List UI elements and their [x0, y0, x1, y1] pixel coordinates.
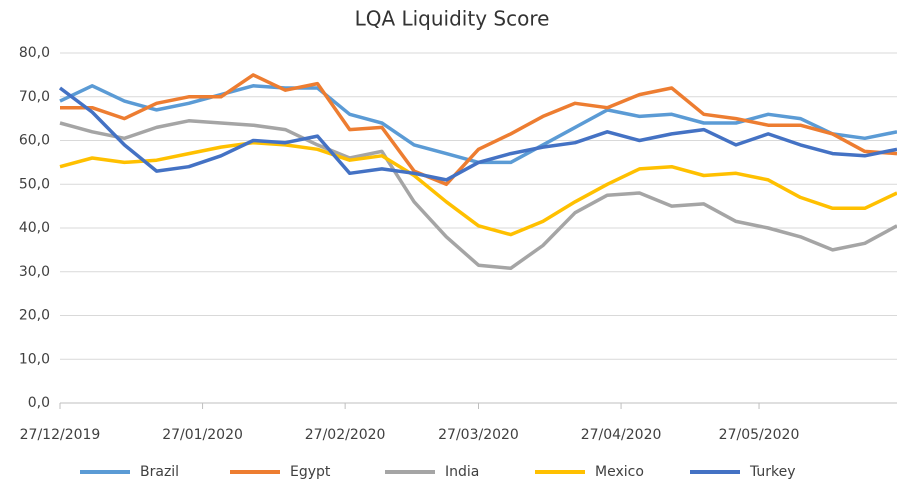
- legend-label: Mexico: [595, 464, 644, 480]
- series-line: [58, 86, 897, 182]
- y-tick-label: 30,0: [19, 264, 50, 280]
- y-tick-label: 60,0: [19, 133, 50, 149]
- y-tick-label: 80,0: [19, 45, 50, 61]
- x-tick-label: 27/04/2020: [581, 427, 662, 443]
- y-tick-label: 40,0: [19, 220, 50, 236]
- legend-label: Brazil: [140, 464, 179, 480]
- x-tick-label: 27/05/2020: [719, 427, 800, 443]
- y-tick-label: 50,0: [19, 176, 50, 192]
- legend-label: Turkey: [749, 464, 796, 480]
- series-line: [59, 140, 897, 237]
- x-tick-label: 27/01/2020: [162, 427, 243, 443]
- x-tick-label: 27/02/2020: [305, 427, 386, 443]
- x-tick-label: 27/12/2019: [20, 427, 101, 443]
- legend-label: India: [445, 464, 479, 480]
- legend-label: Egypt: [290, 464, 331, 480]
- y-tick-label: 20,0: [19, 308, 50, 324]
- series-line: [60, 73, 897, 187]
- x-tick-label: 27/03/2020: [438, 427, 519, 443]
- y-tick-label: 0,0: [28, 395, 50, 411]
- chart-title: LQA Liquidity Score: [355, 7, 550, 31]
- series-line: [59, 119, 897, 271]
- y-tick-label: 10,0: [19, 351, 50, 367]
- y-tick-label: 70,0: [19, 89, 50, 105]
